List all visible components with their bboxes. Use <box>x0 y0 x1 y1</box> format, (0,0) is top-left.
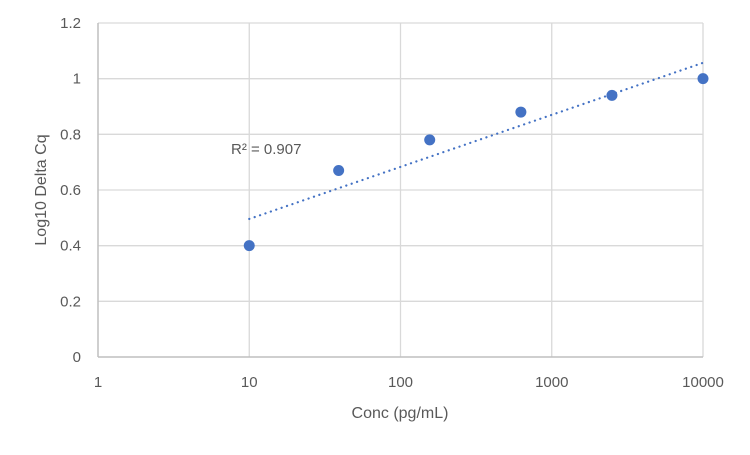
data-point-marker <box>606 89 618 101</box>
x-axis-tick-labels: 1 10 100 1000 10000 <box>94 374 724 391</box>
y-tick-label: 0.2 <box>60 293 81 310</box>
y-axis-tick-labels: 0 0.2 0.4 0.6 0.8 1 1.2 <box>60 15 81 366</box>
y-tick-label: 1 <box>73 71 81 88</box>
trendline <box>248 61 705 221</box>
trendline-dotted <box>248 61 705 221</box>
x-tick-label: 100 <box>388 374 413 391</box>
data-point-marker <box>515 106 527 118</box>
r-squared-label: R² = 0.907 <box>231 141 301 158</box>
x-tick-label: 1000 <box>535 374 568 391</box>
data-points <box>243 73 709 252</box>
y-tick-label: 0.4 <box>60 238 81 255</box>
y-tick-label: 0.6 <box>60 182 81 199</box>
x-tick-label: 10 <box>241 374 258 391</box>
data-point-marker <box>333 165 345 177</box>
y-axis-title: Log10 Delta Cq <box>33 134 50 245</box>
y-tick-label: 0 <box>73 349 81 366</box>
x-tick-label: 1 <box>94 374 102 391</box>
data-point-marker <box>243 240 255 252</box>
y-tick-label: 1.2 <box>60 15 81 32</box>
data-point-marker <box>697 73 709 85</box>
x-tick-label: 10000 <box>682 374 724 391</box>
data-point-marker <box>424 134 436 146</box>
gridlines <box>98 22 704 357</box>
x-axis-title: Conc (pg/mL) <box>352 405 449 422</box>
axes <box>97 23 703 358</box>
y-tick-label: 0.8 <box>60 126 81 143</box>
